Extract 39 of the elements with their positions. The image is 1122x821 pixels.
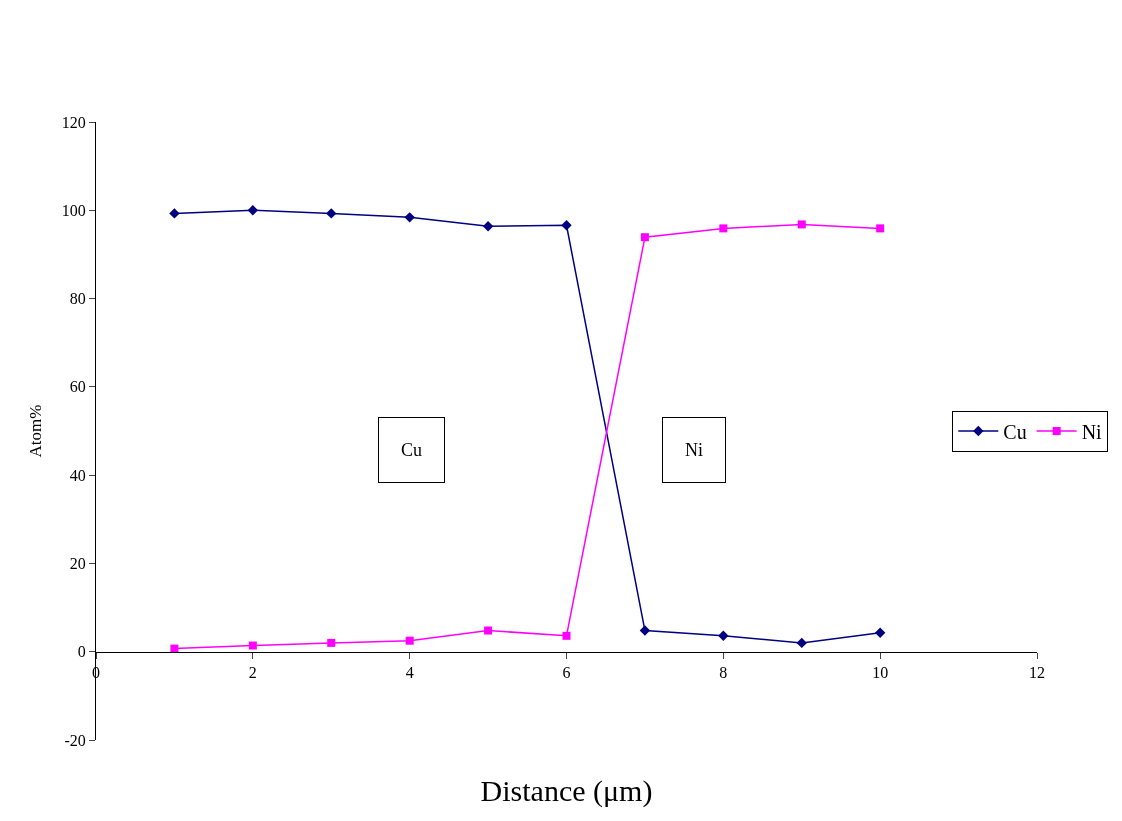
point xyxy=(719,224,728,233)
annotation: Ni xyxy=(685,440,703,460)
x-tick-label: 10 xyxy=(872,663,889,681)
point xyxy=(482,220,494,232)
point xyxy=(796,637,807,649)
y-tick-label: 20 xyxy=(69,555,86,573)
point xyxy=(404,212,415,223)
point xyxy=(876,224,885,233)
x-tick-label: 8 xyxy=(719,663,728,681)
x-tick-label: 12 xyxy=(1029,663,1045,681)
x-tick-label: 2 xyxy=(248,663,257,681)
point xyxy=(718,630,729,642)
point xyxy=(639,625,651,636)
point xyxy=(247,205,259,216)
legend-label: Ni xyxy=(1081,420,1103,443)
y-tick-label: 120 xyxy=(61,113,86,131)
annotation: Cu xyxy=(401,440,423,460)
point xyxy=(874,627,886,638)
point xyxy=(326,208,337,219)
y-tick-label: 40 xyxy=(69,466,86,484)
y-axis-title: Atom% xyxy=(26,404,46,458)
point xyxy=(561,220,572,231)
x-tick-label: 6 xyxy=(562,663,571,681)
legend-label: Cu xyxy=(1003,420,1027,443)
point xyxy=(169,208,180,219)
point xyxy=(327,638,336,647)
y-tick-label: 80 xyxy=(69,290,86,308)
point xyxy=(484,626,493,635)
point xyxy=(640,233,649,242)
y-tick-label: -20 xyxy=(64,731,86,749)
point xyxy=(248,641,257,650)
point xyxy=(562,631,571,640)
y-tick-label: 60 xyxy=(69,378,86,396)
y-tick-label: 100 xyxy=(61,201,86,219)
x-tick-label: 4 xyxy=(405,663,414,681)
x-axis-title: Distance (μm) xyxy=(480,774,653,809)
point xyxy=(405,636,414,645)
y-tick-label: 0 xyxy=(77,643,86,661)
point xyxy=(797,220,806,229)
